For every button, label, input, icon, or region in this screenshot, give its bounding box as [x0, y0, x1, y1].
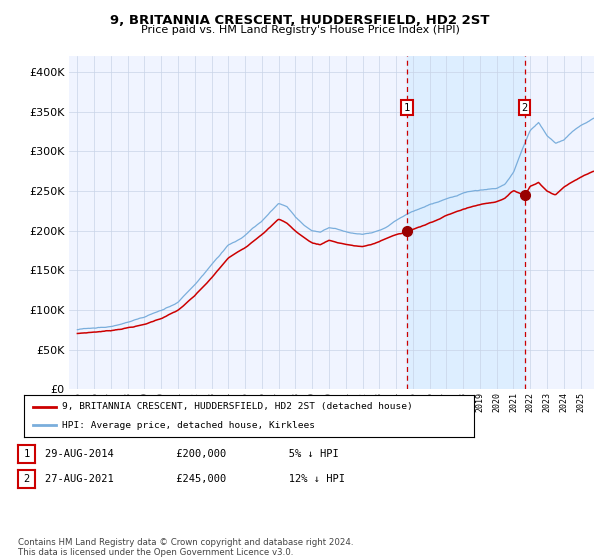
Bar — [407, 56, 524, 389]
Text: 1: 1 — [23, 449, 29, 459]
Text: 1: 1 — [404, 102, 410, 113]
Text: 2: 2 — [521, 102, 527, 113]
Text: 9, BRITANNIA CRESCENT, HUDDERSFIELD, HD2 2ST: 9, BRITANNIA CRESCENT, HUDDERSFIELD, HD2… — [110, 14, 490, 27]
Text: 9, BRITANNIA CRESCENT, HUDDERSFIELD, HD2 2ST (detached house): 9, BRITANNIA CRESCENT, HUDDERSFIELD, HD2… — [62, 402, 413, 411]
Text: 27-AUG-2021          £245,000          12% ↓ HPI: 27-AUG-2021 £245,000 12% ↓ HPI — [45, 474, 345, 484]
Text: Price paid vs. HM Land Registry's House Price Index (HPI): Price paid vs. HM Land Registry's House … — [140, 25, 460, 35]
Text: 29-AUG-2014          £200,000          5% ↓ HPI: 29-AUG-2014 £200,000 5% ↓ HPI — [45, 449, 339, 459]
Text: HPI: Average price, detached house, Kirklees: HPI: Average price, detached house, Kirk… — [62, 421, 315, 430]
Text: Contains HM Land Registry data © Crown copyright and database right 2024.
This d: Contains HM Land Registry data © Crown c… — [18, 538, 353, 557]
Text: 2: 2 — [23, 474, 29, 484]
